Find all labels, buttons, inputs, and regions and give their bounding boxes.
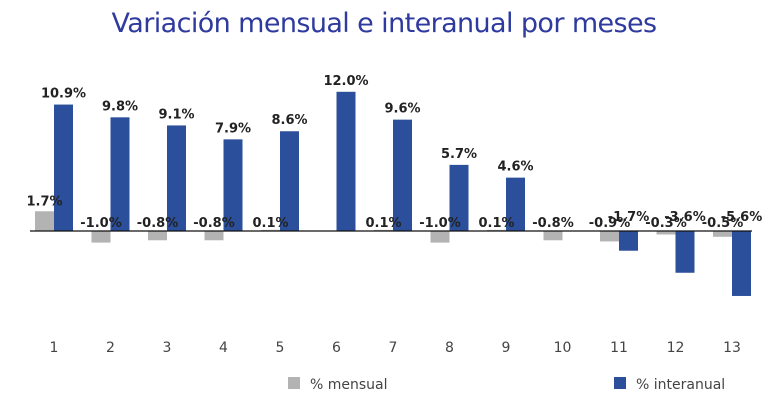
x-tick-3: 3 bbox=[163, 340, 172, 356]
label-interanual-5: 8.6% bbox=[271, 113, 307, 128]
label-interanual-7: 9.6% bbox=[384, 102, 420, 117]
label-mensual-9: 0.1% bbox=[478, 216, 514, 231]
bar-mensual-10 bbox=[543, 231, 563, 241]
bar-interanual-9 bbox=[506, 177, 525, 231]
label-mensual-12: -0.3% bbox=[645, 216, 686, 231]
label-interanual-4: 7.9% bbox=[215, 121, 251, 136]
chart-title: Variación mensual e interanual por meses bbox=[111, 8, 658, 39]
label-interanual-11: -1.7% bbox=[608, 210, 649, 225]
x-tick-10: 10 bbox=[554, 340, 572, 356]
bar-interanual-8 bbox=[449, 164, 469, 231]
label-mensual-13: -0.5% bbox=[702, 216, 743, 231]
label-mensual-11: -0.9% bbox=[589, 216, 630, 231]
label-interanual-12: -3.6% bbox=[664, 210, 705, 225]
bar-mensual-13 bbox=[713, 231, 732, 237]
bars-layer bbox=[35, 91, 751, 296]
data-labels-layer: 1.7% 10.9% -1.0% 9.8% -0.8% 9.1% -0.8% 7.9% 0.1%… bbox=[26, 74, 762, 231]
label-interanual-13: -5.6% bbox=[721, 210, 762, 225]
legend-swatch-interanual bbox=[614, 377, 626, 389]
bar-mensual-2 bbox=[91, 231, 111, 243]
bar-mensual-11 bbox=[600, 231, 619, 242]
legend-swatch-mensual bbox=[288, 377, 300, 389]
label-mensual-2: -1.0% bbox=[80, 216, 121, 231]
bar-interanual-5 bbox=[280, 131, 299, 231]
x-tick-9: 9 bbox=[502, 340, 511, 356]
x-tick-13: 13 bbox=[723, 340, 741, 356]
bar-interanual-11 bbox=[619, 231, 638, 251]
label-interanual-2: 9.8% bbox=[102, 99, 138, 114]
label-mensual-4: -0.8% bbox=[193, 216, 234, 231]
bar-interanual-4 bbox=[223, 139, 243, 231]
x-tick-12: 12 bbox=[667, 340, 685, 356]
label-mensual-3: -0.8% bbox=[137, 216, 178, 231]
bar-interanual-1 bbox=[54, 104, 73, 231]
label-interanual-1: 10.9% bbox=[41, 87, 86, 102]
bar-interanual-13 bbox=[732, 231, 751, 296]
x-tick-labels: 1 2 3 4 5 6 7 8 9 10 11 12 13 bbox=[50, 340, 741, 356]
bar-mensual-3 bbox=[148, 231, 167, 241]
x-tick-8: 8 bbox=[445, 340, 454, 356]
bar-interanual-12 bbox=[675, 231, 695, 273]
legend-label-mensual: % mensual bbox=[310, 377, 388, 393]
label-interanual-3: 9.1% bbox=[158, 107, 194, 122]
x-tick-7: 7 bbox=[389, 340, 398, 356]
bar-interanual-2 bbox=[110, 117, 130, 231]
x-tick-5: 5 bbox=[276, 340, 285, 356]
label-mensual-8: -1.0% bbox=[419, 216, 460, 231]
bar-mensual-8 bbox=[430, 231, 450, 243]
x-tick-4: 4 bbox=[219, 340, 228, 356]
label-interanual-6: 12.0% bbox=[323, 74, 368, 89]
legend: % mensual % interanual bbox=[288, 377, 725, 393]
x-tick-1: 1 bbox=[50, 340, 59, 356]
x-tick-11: 11 bbox=[610, 340, 628, 356]
label-mensual-1: 1.7% bbox=[26, 194, 62, 209]
bar-interanual-3 bbox=[167, 125, 186, 231]
bar-interanual-7 bbox=[393, 119, 412, 231]
label-interanual-9: 4.6% bbox=[497, 160, 533, 175]
bar-mensual-1 bbox=[35, 211, 54, 231]
bar-mensual-12 bbox=[656, 231, 676, 235]
bar-interanual-6 bbox=[336, 91, 356, 231]
label-interanual-8: 5.7% bbox=[441, 147, 477, 162]
x-tick-6: 6 bbox=[332, 340, 341, 356]
bar-mensual-4 bbox=[204, 231, 224, 241]
x-tick-2: 2 bbox=[106, 340, 115, 356]
legend-label-interanual: % interanual bbox=[636, 377, 725, 393]
label-mensual-10: -0.8% bbox=[532, 216, 573, 231]
label-mensual-7: 0.1% bbox=[365, 216, 401, 231]
label-mensual-5: 0.1% bbox=[252, 216, 288, 231]
